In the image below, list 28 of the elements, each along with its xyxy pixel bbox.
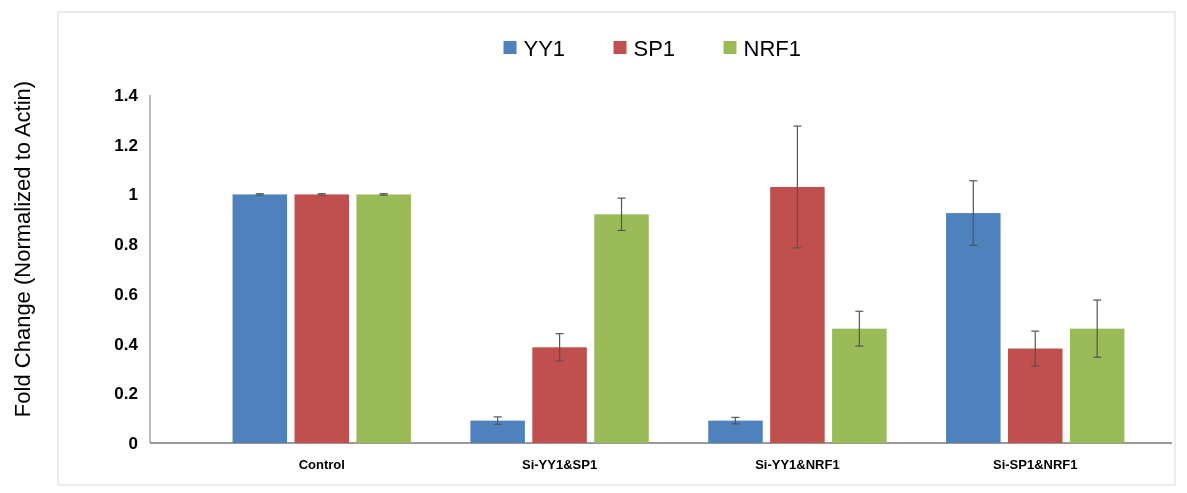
bar	[294, 194, 349, 443]
y-axis-title: Fold Change (Normalized to Actin)	[10, 80, 35, 418]
legend-label: YY1	[523, 35, 566, 61]
bar	[594, 214, 649, 443]
bar	[770, 186, 825, 443]
bar	[232, 194, 288, 443]
x-tick-label: Control	[298, 457, 345, 472]
bar	[946, 213, 1001, 443]
bar	[356, 194, 411, 443]
x-tick-label: Si-YY1&NRF1	[755, 457, 840, 472]
bar	[470, 420, 525, 443]
y-tick-label: 1	[128, 185, 138, 205]
bar	[1069, 328, 1125, 443]
y-tick-label: 0.6	[114, 284, 138, 304]
y-tick-label: 0.2	[114, 384, 138, 404]
x-tick-label: Si-SP1&NRF1	[992, 457, 1078, 472]
y-tick-label: 1.2	[114, 135, 138, 155]
y-tick-label: 0	[128, 433, 138, 453]
bar	[532, 347, 587, 443]
y-tick-label: 1.4	[114, 85, 139, 105]
bar	[1008, 348, 1063, 443]
x-tick-label: Si-YY1&SP1	[522, 457, 598, 472]
legend-label: NRF1	[743, 35, 801, 61]
bar	[708, 420, 763, 443]
bar	[832, 328, 887, 443]
legend-label: SP1	[633, 35, 676, 61]
y-tick-label: 0.8	[114, 235, 138, 255]
y-tick-label: 0.4	[114, 334, 139, 354]
